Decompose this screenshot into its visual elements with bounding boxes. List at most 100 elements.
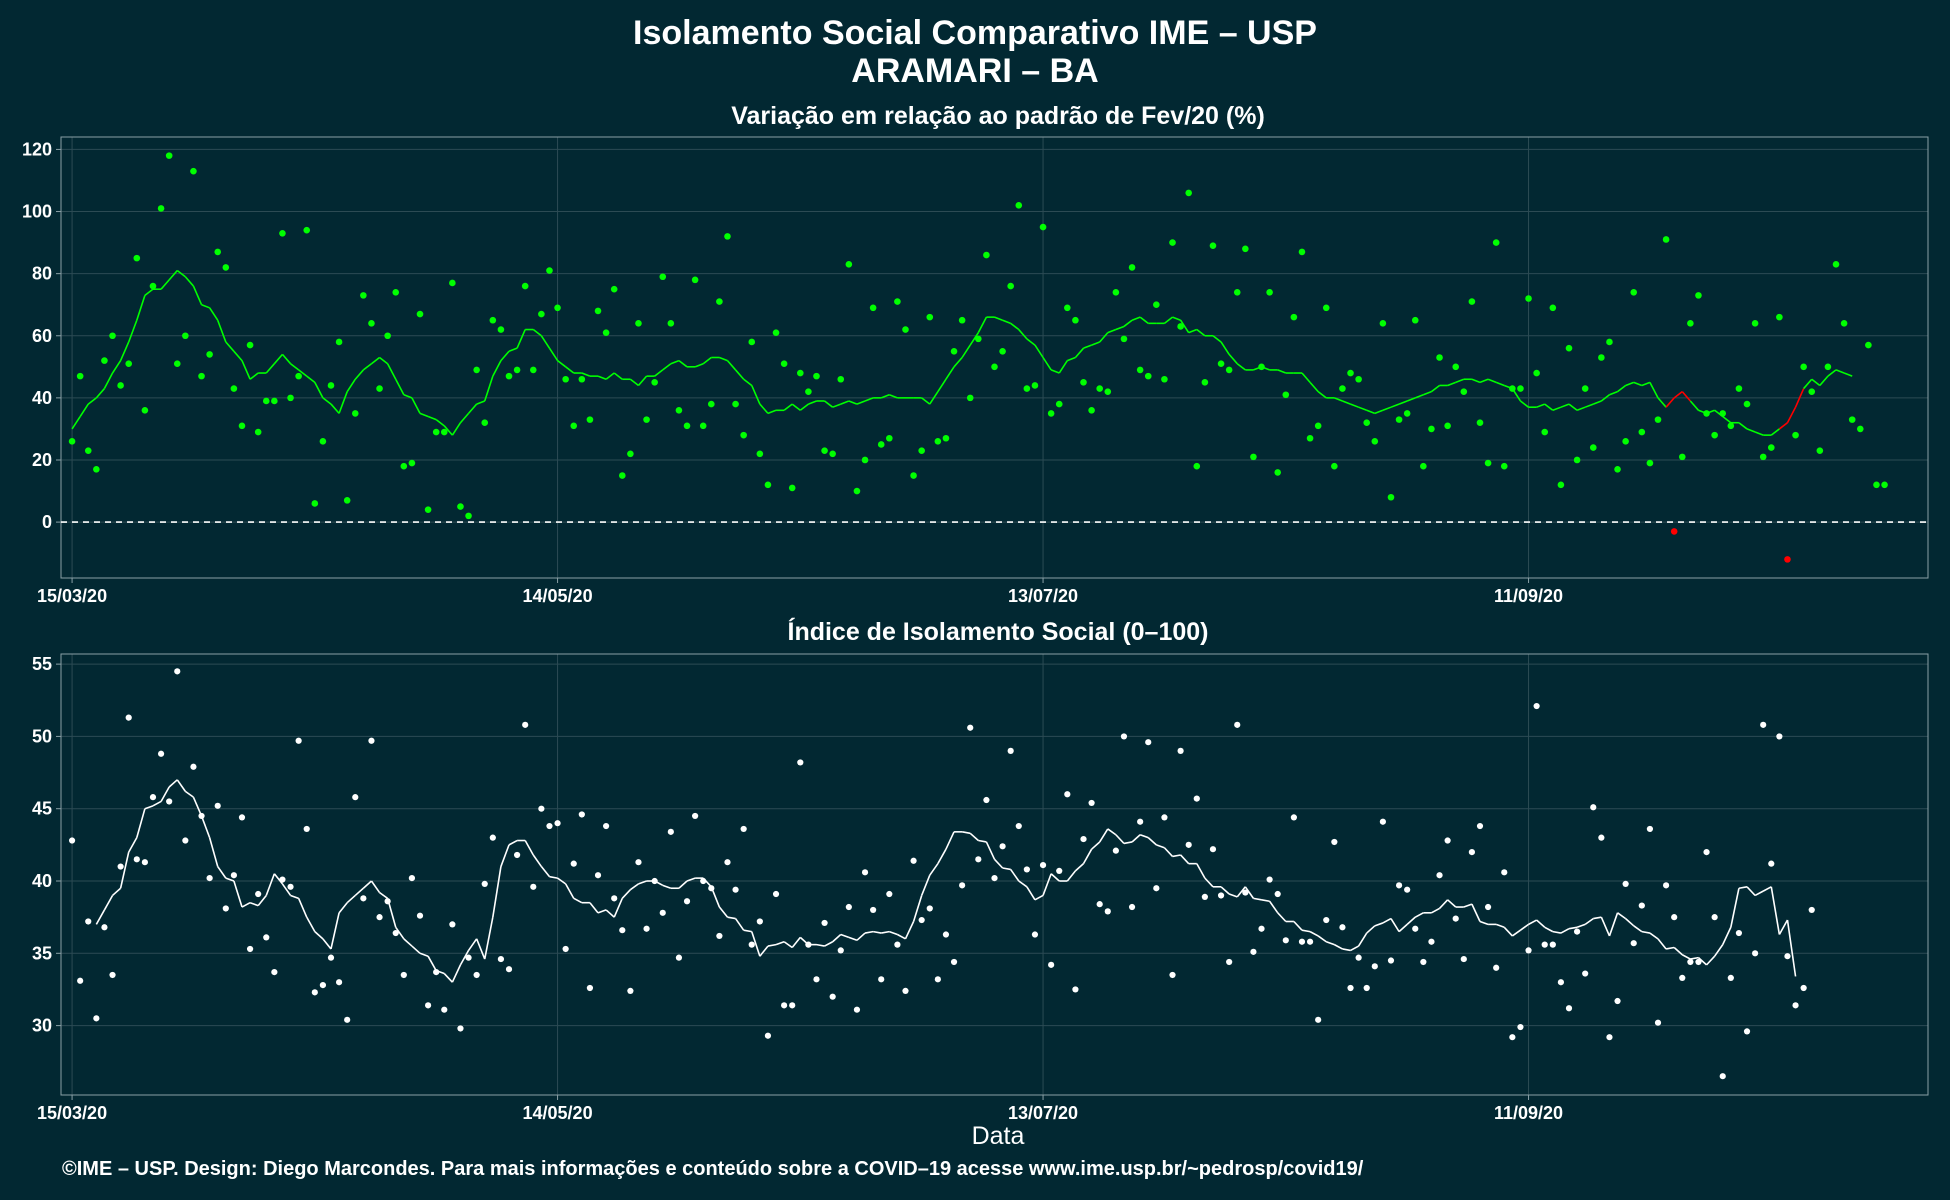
variation-data-point (165, 152, 173, 159)
variation-data-point (1290, 313, 1298, 321)
index-moving-average-segment (111, 887, 122, 897)
variation-moving-average-segment (176, 269, 186, 278)
index-moving-average-segment (103, 895, 114, 911)
variation-moving-average-segment (1560, 403, 1570, 408)
index-data-point (1201, 893, 1208, 901)
index-data-point (457, 1025, 464, 1032)
index-moving-average-segment (379, 891, 389, 900)
variation-data-point (627, 450, 634, 458)
index-moving-average-segment (1447, 899, 1457, 908)
index-data-point (441, 1006, 448, 1013)
variation-data-point (432, 428, 440, 436)
index-moving-average-segment (1107, 828, 1117, 836)
variation-data-point (1347, 369, 1354, 377)
variation-moving-average-segment (1067, 356, 1076, 362)
variation-moving-average-segment (1107, 328, 1117, 334)
index-moving-average-segment (597, 909, 607, 914)
index-data-point (360, 895, 367, 902)
index-data-point (1339, 924, 1346, 931)
variation-data-point (538, 310, 545, 318)
index-data-point (1735, 929, 1743, 937)
x-axis-label: Data (971, 1122, 1025, 1150)
index-moving-average-segment (1374, 922, 1384, 927)
index-data-point (1501, 869, 1508, 876)
variation-data-point (1751, 320, 1759, 327)
variation-moving-average-segment (605, 372, 615, 380)
index-data-point (392, 929, 399, 937)
index-moving-average-segment (1163, 847, 1174, 857)
index-moving-average-segment (589, 902, 599, 914)
variation-data-point (1776, 313, 1783, 321)
variation-data-point (505, 372, 513, 380)
index-moving-average-segment (1519, 923, 1530, 931)
variation-moving-average-segment (290, 363, 300, 371)
variation-moving-average-segment (1406, 397, 1416, 402)
variation-moving-average-segment (1803, 378, 1813, 390)
variation-moving-average-segment (208, 307, 219, 321)
index-moving-average-segment (492, 866, 502, 918)
variation-moving-average-segment (1358, 406, 1367, 412)
variation-moving-average-segment (1236, 363, 1246, 371)
variation-data-point (1428, 425, 1435, 433)
index-data-point (303, 825, 310, 833)
variation-data-point (141, 406, 149, 414)
index-data-point (352, 794, 359, 801)
index-ytick-label-3: 45 (32, 799, 52, 819)
index-data-point (117, 863, 124, 870)
index-moving-average-segment (281, 883, 292, 896)
index-data-point (255, 890, 262, 898)
index-moving-average-segment (200, 815, 211, 838)
variation-data-point (780, 360, 788, 368)
variation-data-point (902, 326, 909, 333)
index-moving-average-segment (678, 880, 688, 889)
index-moving-average-segment (1649, 932, 1659, 940)
variation-moving-average-segment (1487, 378, 1497, 384)
variation-moving-average-segment (1317, 391, 1327, 399)
index-data-point (1671, 914, 1678, 921)
index-data-point (1614, 997, 1621, 1005)
variation-moving-average-segment (119, 341, 130, 361)
variation-moving-average-segment (1301, 372, 1311, 383)
index-moving-average-segment (727, 916, 736, 920)
variation-moving-average-segment (451, 422, 462, 436)
index-moving-average-segment (1713, 944, 1724, 957)
index-data-point (416, 912, 424, 919)
variation-xtick-label-2: 13/07/20 (1008, 586, 1078, 606)
variation-data-point (772, 329, 780, 336)
index-data-point (1662, 882, 1670, 889)
variation-moving-average-segment (516, 329, 526, 349)
variation-data-point (513, 366, 521, 374)
variation-moving-average-segment (322, 397, 332, 405)
index-moving-average-segment (613, 898, 624, 918)
variation-data-point (1767, 444, 1775, 451)
index-data-point (1347, 984, 1354, 992)
variation-moving-average-segment (840, 400, 850, 405)
index-data-point (781, 1002, 788, 1009)
index-data-point (975, 856, 982, 863)
index-moving-average-segment (1479, 920, 1489, 926)
variation-moving-average-segment (759, 403, 769, 414)
index-moving-average-segment (1342, 948, 1351, 952)
index-moving-average-segment (832, 933, 842, 943)
variation-data-point (295, 372, 302, 380)
variation-moving-average-segment (500, 350, 510, 362)
index-moving-average-segment (937, 848, 947, 865)
index-moving-average-segment (217, 866, 227, 879)
index-moving-average-segment (249, 901, 259, 907)
variation-data-point (1379, 320, 1387, 327)
variation-moving-average-segment (1649, 381, 1659, 399)
index-moving-average-segment (1722, 926, 1732, 945)
variation-data-point (360, 292, 367, 299)
variation-data-point (942, 434, 950, 442)
variation-moving-average-segment (346, 378, 356, 393)
index-moving-average-segment (621, 889, 631, 899)
variation-data-point (117, 382, 124, 389)
index-moving-average-segment (1277, 912, 1287, 923)
variation-moving-average-segment (1657, 397, 1667, 408)
variation-data-point (1322, 304, 1330, 312)
index-data-point (206, 875, 213, 882)
variation-moving-average-segment (1342, 400, 1351, 405)
variation-data-point (724, 233, 731, 240)
index-xtick-label-1: 14/05/20 (523, 1103, 593, 1123)
index-data-point (1420, 958, 1427, 966)
